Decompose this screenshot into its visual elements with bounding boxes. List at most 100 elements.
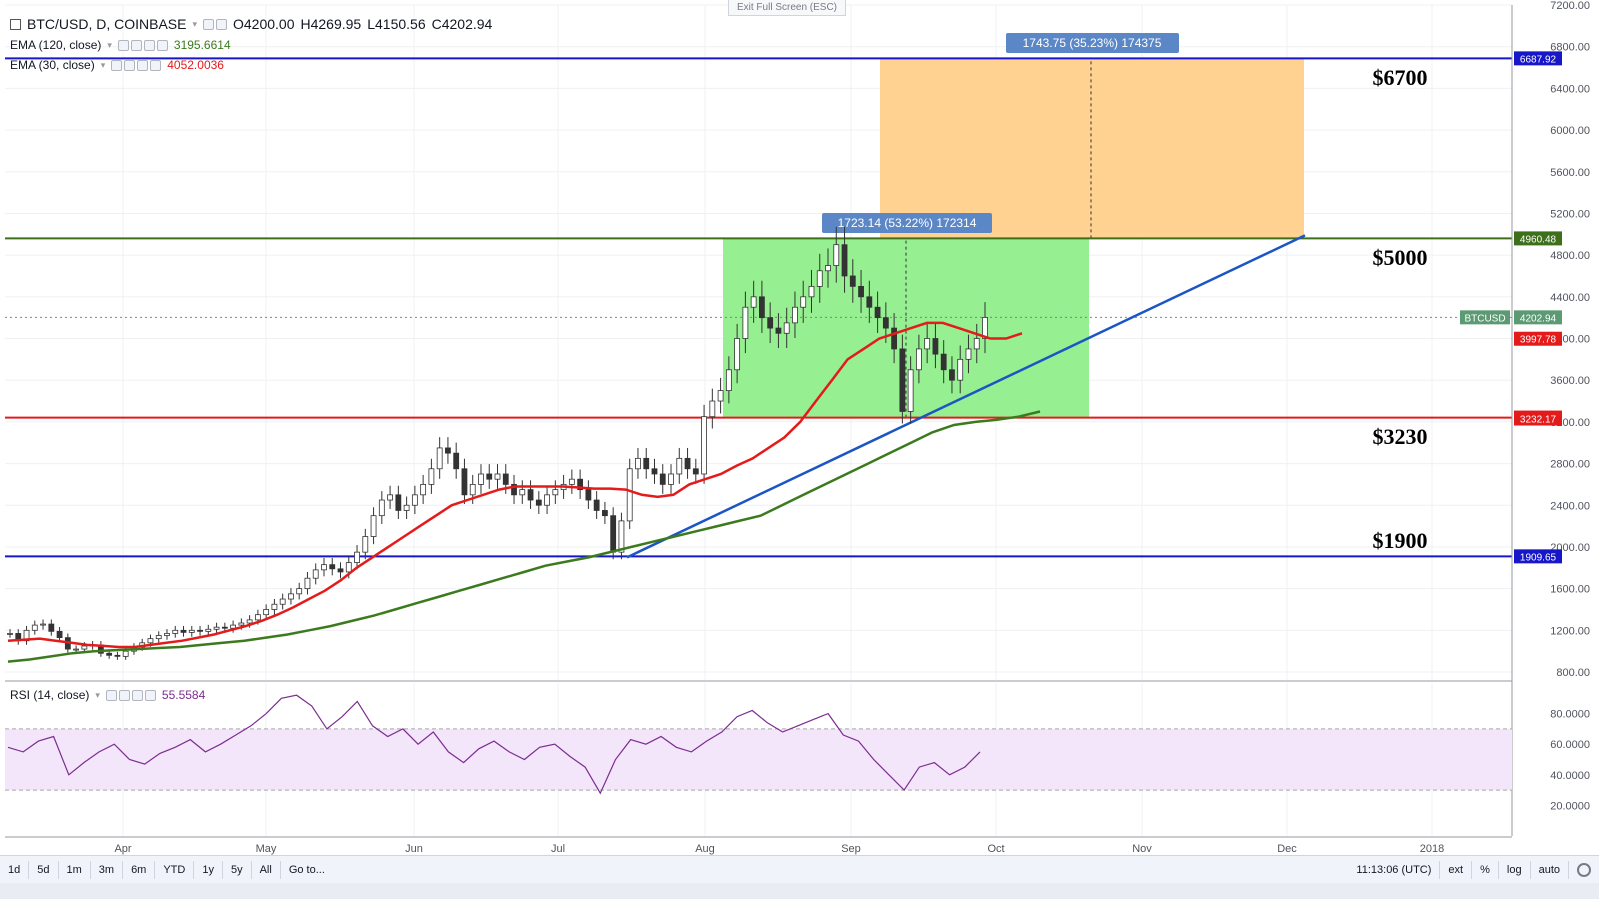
price-tick-label: 6000.00 (1550, 125, 1590, 137)
time-tick-label: Nov (1132, 843, 1152, 855)
candle-body (734, 338, 741, 371)
chevron-down-icon[interactable]: ▾ (107, 39, 112, 50)
candle-body (742, 306, 749, 339)
candle-body (288, 593, 294, 600)
candle-body (494, 473, 501, 480)
price-tick-label: 4400.00 (1550, 292, 1590, 304)
candle-body (31, 624, 38, 631)
candle-body (651, 468, 658, 475)
candle-body (635, 457, 641, 470)
candle-body (436, 447, 443, 470)
range-1y[interactable]: 1y (194, 860, 223, 879)
ohlc-open: O4200.00 (233, 16, 295, 32)
candle-body (982, 317, 988, 339)
price-badge-label: 3232.17 (1520, 415, 1557, 426)
price-tick-label: 5200.00 (1550, 208, 1590, 220)
price-chart[interactable]: Apr May Jun Jul Aug Sep Oct Nov Dec 2018 7200.00 68… (0, 0, 1599, 855)
candle-body (874, 306, 881, 319)
ema120-controls[interactable] (117, 39, 168, 51)
rsi-controls[interactable] (105, 689, 156, 701)
candle-body (73, 648, 80, 651)
time-tick-label: Jun (405, 843, 423, 855)
ema120-value: 3195.6614 (173, 38, 231, 52)
log-toggle[interactable]: log (1499, 860, 1531, 879)
candle-body (296, 588, 303, 595)
gear-icon[interactable] (1577, 862, 1591, 877)
auto-toggle[interactable]: auto (1531, 860, 1569, 879)
level-label: $3230 (1373, 424, 1428, 449)
candle-body (808, 285, 815, 298)
time-tick-label: Dec (1277, 843, 1297, 855)
candle-body (114, 654, 121, 657)
rsi-label: RSI (14, close) (10, 688, 90, 702)
price-tick-label: 5600.00 (1550, 167, 1590, 179)
range-5y[interactable]: 5y (223, 860, 252, 879)
time-tick-label: Oct (987, 843, 1004, 855)
candle-body (866, 296, 873, 308)
candle-body (180, 629, 187, 633)
candle-body (188, 629, 195, 633)
range-6m[interactable]: 6m (123, 860, 156, 879)
collapse-icon[interactable] (10, 18, 21, 30)
price-tick-label: 1200.00 (1550, 625, 1590, 637)
ema120-label: EMA (120, close) (10, 38, 102, 52)
candle-body (949, 369, 955, 381)
candle-body (205, 628, 212, 632)
candle-body (469, 484, 476, 496)
price-tick-label: 2400.00 (1550, 500, 1590, 512)
ohlc-high: H4269.95 (300, 16, 362, 32)
candle-body (593, 499, 600, 511)
candle-body (907, 369, 914, 412)
candle-body (321, 564, 327, 571)
price-badge-label: 3997.78 (1520, 335, 1557, 346)
candle-body (701, 416, 707, 475)
candle-body (221, 626, 228, 629)
candle-body (899, 348, 906, 412)
chevron-down-icon[interactable]: ▾ (95, 689, 100, 700)
symbol-legend: BTC/USD, D, COINBASE ▾ O4200.00 H4269.95… (10, 16, 492, 32)
candle-body (717, 390, 724, 402)
level-label: $6700 (1373, 65, 1428, 90)
time-tick-label: Sep (841, 843, 861, 855)
candle-body (172, 629, 179, 634)
candle-body (7, 633, 13, 635)
chevron-down-icon[interactable]: ▾ (192, 18, 197, 29)
range-1m[interactable]: 1m (59, 860, 91, 879)
price-tick-label: 6400.00 (1550, 83, 1590, 95)
candle-body (882, 317, 889, 329)
exit-full-screen-button[interactable]: Exit Full Screen (ESC) (728, 0, 846, 16)
price-badge-label: 1909.65 (1520, 552, 1557, 563)
percent-toggle[interactable]: % (1472, 860, 1499, 879)
price-badge-label: 6687.92 (1520, 54, 1557, 65)
legend-controls[interactable] (203, 18, 227, 30)
range-3m[interactable]: 3m (91, 860, 124, 879)
range-ytd[interactable]: YTD (155, 860, 195, 879)
range-all[interactable]: All (252, 860, 281, 879)
price-tick-label: 3600.00 (1550, 375, 1590, 387)
time-tick-label: May (256, 843, 277, 855)
chevron-down-icon[interactable]: ▾ (100, 59, 106, 70)
range-5d[interactable]: 5d (29, 860, 59, 879)
candle-body (81, 645, 88, 650)
level-label: $5000 (1373, 245, 1428, 270)
goto-button[interactable]: Go to... (288, 863, 325, 876)
candle-body (461, 468, 468, 496)
ema30-controls[interactable] (111, 59, 162, 71)
candle-body (957, 358, 964, 381)
range-1d[interactable]: 1d (0, 860, 30, 879)
time-tick-label: Aug (695, 843, 715, 855)
candle-body (48, 623, 55, 632)
price-tick-label: 4800.00 (1550, 250, 1590, 262)
ext-toggle[interactable]: ext (1440, 860, 1473, 879)
candle-body (378, 499, 385, 517)
candle-body (345, 562, 352, 573)
candle-body (568, 478, 575, 485)
candle-body (122, 650, 129, 657)
candle-body (428, 468, 435, 485)
candle-body (502, 473, 509, 485)
candle-body (370, 515, 377, 537)
trend-line (626, 234, 1306, 559)
candle-body (362, 536, 369, 553)
candle-body (750, 296, 757, 308)
candle-body (932, 338, 939, 355)
